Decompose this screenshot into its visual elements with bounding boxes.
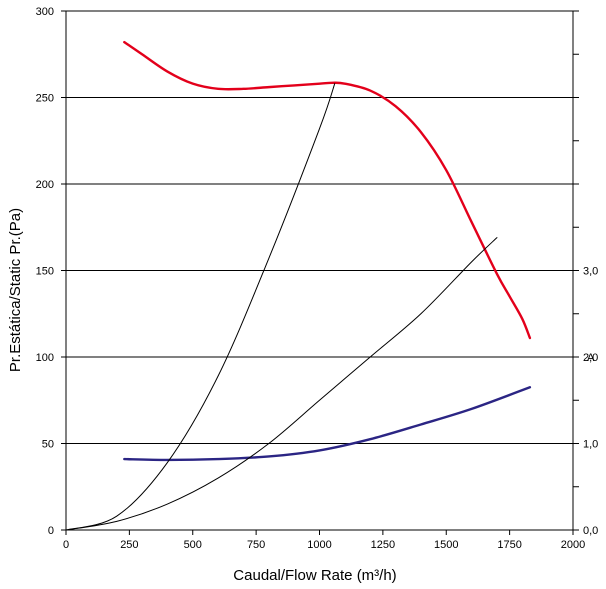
x-tick-label: 500 — [184, 539, 202, 551]
x-tick-label: 1000 — [307, 539, 331, 551]
right-tick-label: 1,0 — [583, 439, 598, 451]
x-tick-label: 2000 — [561, 539, 585, 551]
system-curve-1 — [65, 83, 336, 531]
right-axis-layer: 0,0 1,0 2,0 3,0 A — [573, 10, 598, 537]
y-tick-label: 50 — [42, 439, 54, 451]
grid-layer — [66, 10, 573, 444]
y-tick-label: 0 — [48, 525, 54, 537]
tick-layer: 0 50 100 150 200 250 300 0 250 500 750 1000 1250 1500… — [36, 6, 586, 551]
y-tick-label: 300 — [36, 6, 54, 18]
current-curve — [123, 386, 532, 462]
x-tick-label: 1250 — [371, 539, 395, 551]
y-tick-label: 250 — [36, 93, 54, 105]
curve-layer — [65, 40, 532, 531]
system-curve-2 — [65, 237, 498, 531]
x-axis-title: Caudal/Flow Rate (m³/h) — [233, 567, 396, 584]
right-tick-label: 0,0 — [583, 525, 598, 537]
y-axis-title: Pr.Estática/Static Pr.(Pa) — [7, 208, 24, 372]
right-axis-unit-label: A — [587, 352, 595, 364]
x-tick-label: 750 — [247, 539, 265, 551]
y-tick-label: 100 — [36, 352, 54, 364]
x-tick-label: 1500 — [434, 539, 458, 551]
x-tick-label: 0 — [63, 539, 69, 551]
right-tick-label: 3,0 — [583, 266, 598, 278]
x-tick-label: 250 — [120, 539, 138, 551]
y-tick-label: 150 — [36, 266, 54, 278]
pressure-curve — [123, 40, 532, 340]
x-tick-label: 1750 — [497, 539, 521, 551]
y-tick-label: 200 — [36, 179, 54, 191]
right-tick-label: 2,0 — [583, 352, 598, 364]
